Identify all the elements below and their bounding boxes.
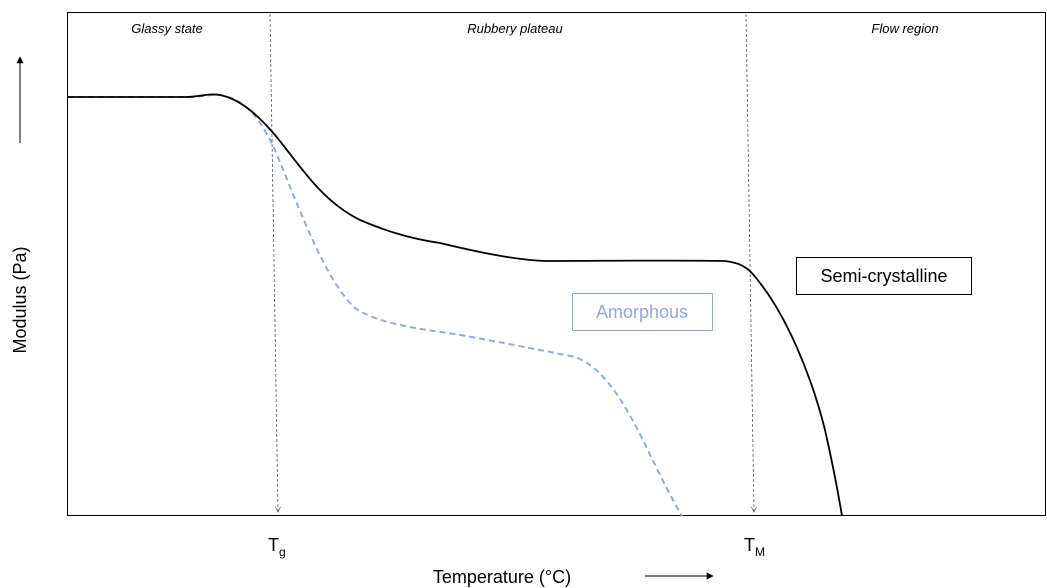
region-label-glassy: Glassy state [131,21,203,36]
x-axis-label: Temperature (°C) [433,567,571,587]
legend-semi-crystalline-label: Semi-crystalline [820,266,947,286]
plot-frame [67,12,1046,516]
tm-marker-label: TM [744,535,765,559]
region-label-rubbery: Rubbery plateau [467,21,562,36]
y-axis-label: Modulus (Pa) [10,246,30,353]
region-label-flow: Flow region [871,21,938,36]
tg-marker-label: Tg [268,535,286,559]
legend-amorphous-box [572,293,713,331]
tm-divider-line [745,13,754,512]
tg-divider-line [269,13,278,512]
semi-crystalline-curve [68,93,843,517]
legend-semi-crystalline-box [796,257,972,295]
legend-amorphous-label: Amorphous [596,302,688,322]
